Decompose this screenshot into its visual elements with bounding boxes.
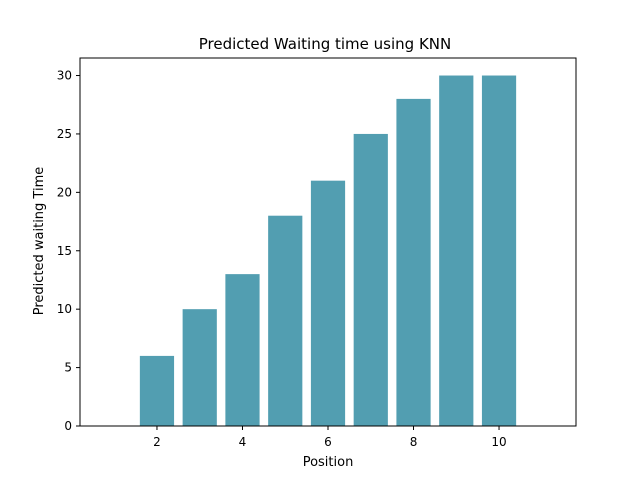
bars-layer: [139, 75, 517, 427]
x-axis-label: Position: [303, 455, 354, 470]
bar-position-8: [396, 98, 431, 426]
y-tick-label: 15: [57, 244, 72, 258]
bar-position-4: [225, 274, 260, 426]
bar-position-3: [182, 309, 217, 426]
bar-position-7: [353, 133, 388, 426]
bar-position-6: [310, 180, 346, 426]
chart-title: Predicted Waiting time using KNN: [199, 35, 451, 53]
x-tick-label: 6: [324, 435, 332, 449]
bar-position-10: [481, 75, 517, 427]
x-tick-label: 8: [410, 435, 418, 449]
bar-position-2: [139, 355, 175, 426]
y-tick-label: 30: [57, 69, 72, 83]
axes-layer: 2 4 6 8 10 0 5 10 15 20 25 30: [57, 57, 577, 449]
x-tick-label: 2: [153, 435, 161, 449]
y-tick-label: 0: [64, 419, 72, 433]
y-tick-label: 5: [64, 361, 72, 375]
bar-position-9: [439, 75, 474, 427]
y-tick-label: 20: [57, 185, 72, 199]
x-tick-label: 4: [239, 435, 247, 449]
x-tick-label: 10: [491, 435, 506, 449]
bar-position-5: [268, 215, 303, 426]
y-tick-label: 25: [57, 127, 72, 141]
y-axis-label: Predicted waiting Time: [32, 167, 47, 316]
y-tick-label: 10: [57, 302, 72, 316]
